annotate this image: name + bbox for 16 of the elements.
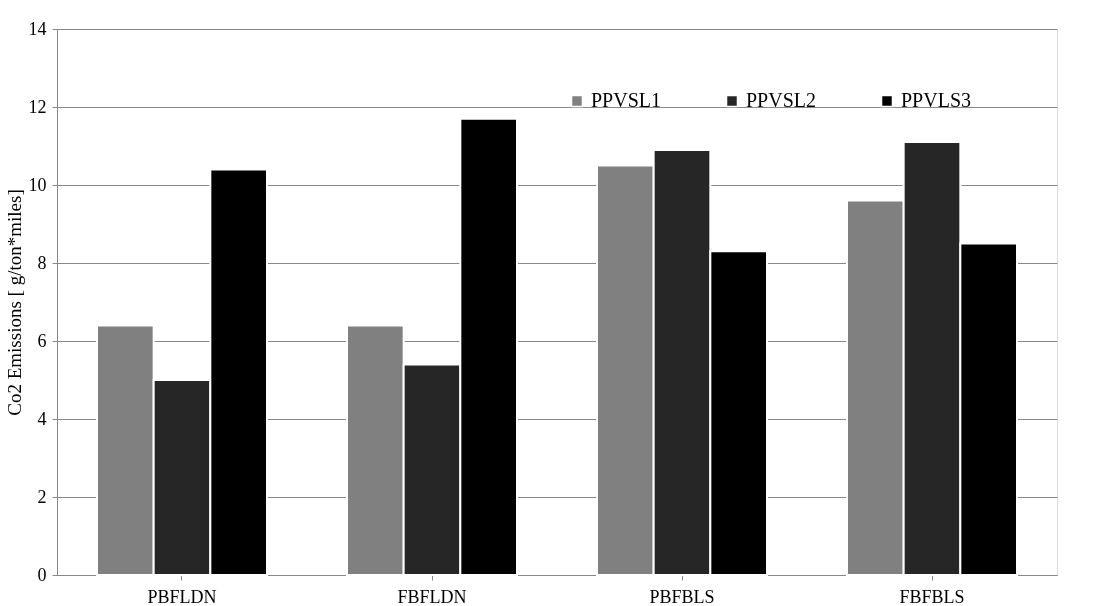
x-tick-label: PBFBLS — [649, 586, 715, 606]
x-tick-label: FBFLDN — [397, 586, 467, 606]
legend-label: PPVLS3 — [901, 89, 972, 111]
y-tick-label: 12 — [28, 96, 47, 117]
y-tick-label: 6 — [37, 330, 47, 351]
x-tick-label: FBFBLS — [899, 586, 965, 606]
y-tick-label: 2 — [37, 486, 47, 507]
x-tick-label: PBFLDN — [147, 586, 217, 606]
y-tick-label: 14 — [28, 18, 47, 39]
y-tick-label: 4 — [37, 408, 47, 429]
y-tick-label: 8 — [37, 252, 47, 273]
y-axis-title: Co2 Emissions [ g/ton*miles] — [3, 189, 25, 416]
legend-label: PPVSL1 — [591, 89, 662, 111]
y-tick-label: 10 — [28, 174, 47, 195]
legend-label: PPVSL2 — [746, 89, 817, 111]
y-tick-label: 0 — [37, 564, 47, 585]
